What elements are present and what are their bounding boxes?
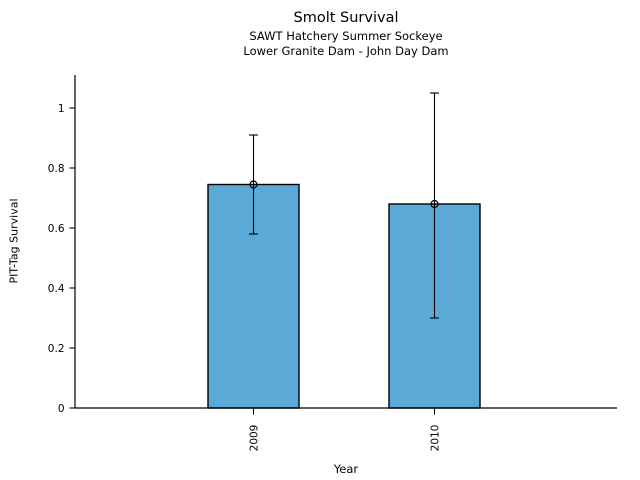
y-tick-label: 0 bbox=[58, 403, 65, 415]
chart-header: Smolt Survival SAWT Hatchery Summer Sock… bbox=[75, 9, 617, 58]
y-tick-label: 1 bbox=[58, 103, 65, 115]
y-tick-label: 0.2 bbox=[48, 343, 65, 355]
chart-subtitle-2: Lower Granite Dam - John Day Dam bbox=[243, 43, 449, 58]
y-tick-label: 0.8 bbox=[48, 163, 65, 175]
chart-title: Smolt Survival bbox=[293, 10, 399, 26]
y-tick-label: 0.4 bbox=[48, 283, 65, 295]
chart-subtitle-1: SAWT Hatchery Summer Sockeye bbox=[249, 29, 443, 44]
y-tick-label: 0.6 bbox=[48, 223, 65, 235]
mean-marker bbox=[249, 180, 258, 189]
y-axis-label: PIT-Tag Survival bbox=[7, 198, 21, 284]
x-tick-label: 2009 bbox=[248, 425, 260, 452]
x-tick-label: 2010 bbox=[429, 425, 441, 452]
mean-marker bbox=[430, 199, 439, 209]
x-axis-label: Year bbox=[333, 462, 359, 476]
